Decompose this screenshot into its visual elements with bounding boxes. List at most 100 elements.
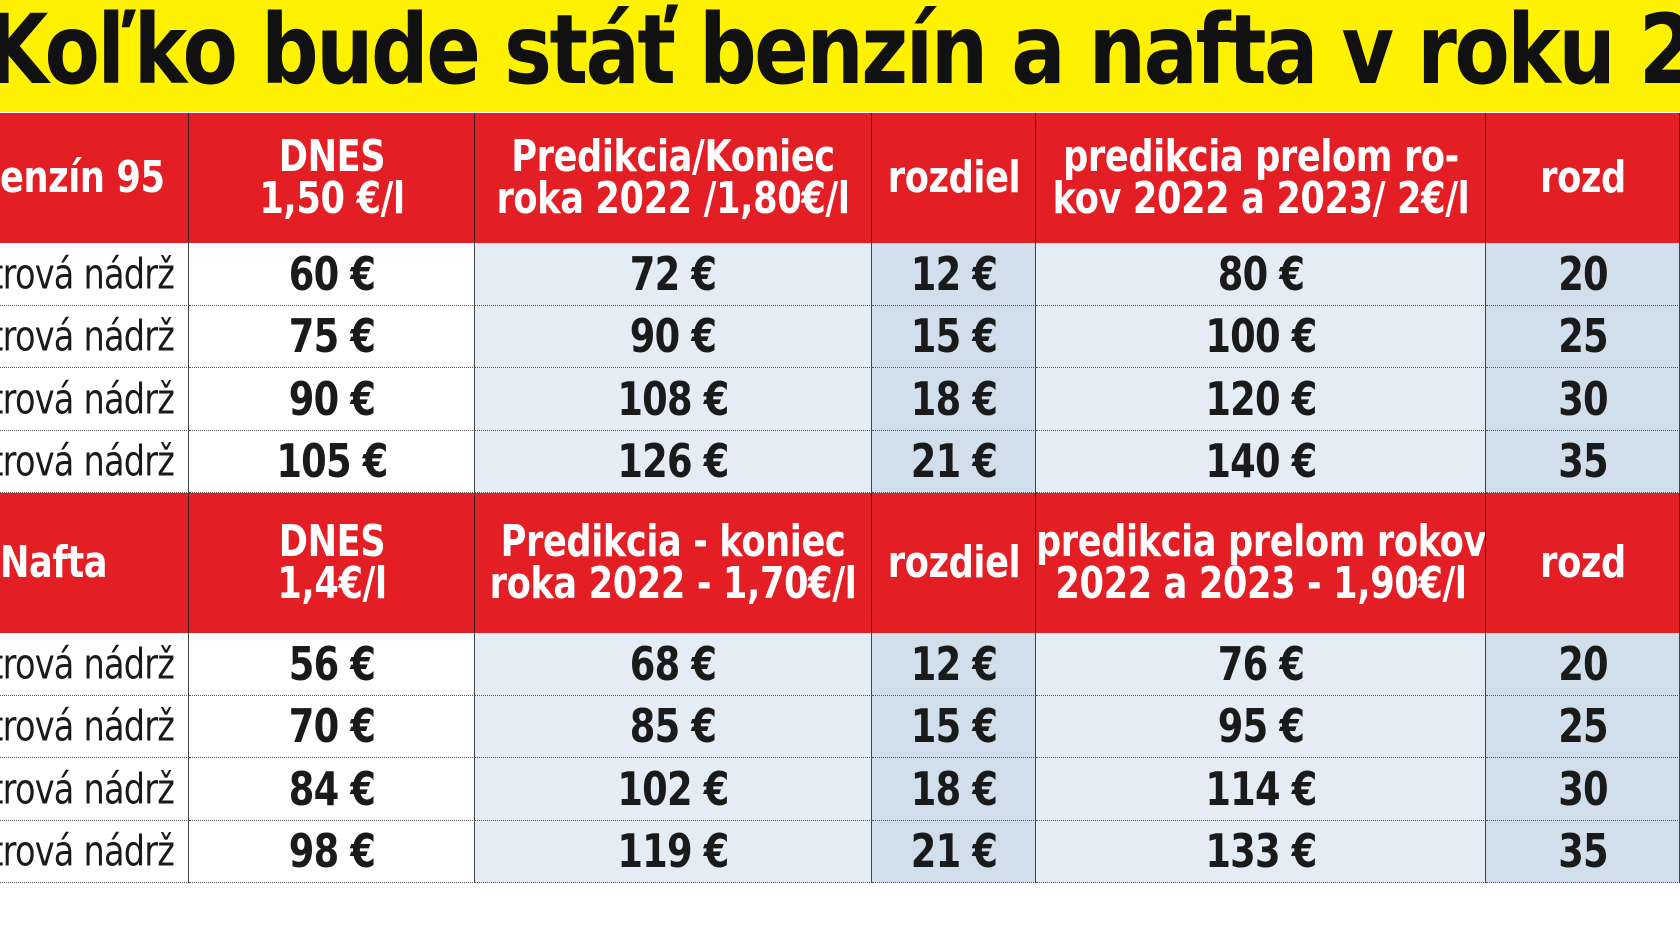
table-cell-nafta-rozdiel-2-text: 35 xyxy=(1557,824,1608,879)
table-cell-nafta-label: litrová nádrž xyxy=(0,695,189,758)
table-cell-benzin-predikcia-prelom: 120 € xyxy=(1036,368,1486,431)
table-cell-benzin-predikcia-prelom-text: 100 € xyxy=(1204,309,1317,364)
table-cell-benzin-rozdiel-2-text: 20 xyxy=(1557,246,1608,301)
table-cell-benzin-dnes-text: 105 € xyxy=(275,434,388,489)
table-cell-benzin-rozdiel-text: 12 € xyxy=(910,246,997,301)
table-cell-nafta-label-text: litrová nádrž xyxy=(0,764,175,814)
table-cell-nafta-label-text: litrová nádrž xyxy=(0,701,175,751)
header-nafta-predikcia: Predikcia - koniec roka 2022 - 1,70€/l xyxy=(475,493,872,633)
table-cell-benzin-predikcia-prelom: 100 € xyxy=(1036,305,1486,368)
table-cell-benzin-predikcia-prelom: 140 € xyxy=(1036,430,1486,493)
header-benzin-predikcia-text: Predikcia/Koniec roka 2022 /1,80€/l xyxy=(496,131,850,224)
table-cell-benzin-predikcia-text: 90 € xyxy=(629,309,717,364)
table-cell-benzin-predikcia: 72 € xyxy=(475,243,872,306)
table-cell-nafta-predikcia-prelom-text: 76 € xyxy=(1217,636,1304,691)
header-benzin-predikcia-prelom-text: predikcia prelom ro-kov 2022 a 2023/ 2€/… xyxy=(1052,131,1469,224)
header-nafta-label-text: Nafta xyxy=(0,537,108,588)
header-benzin-rozdiel-text: rozdiel xyxy=(887,152,1020,203)
table-cell-nafta-rozdiel-2: 25 xyxy=(1486,695,1680,758)
table-cell-nafta-rozdiel-2: 20 xyxy=(1486,633,1680,696)
table-cell-nafta-rozdiel-text: 15 € xyxy=(910,699,997,754)
table-cell-nafta-dnes: 84 € xyxy=(189,758,475,821)
table-cell-benzin-label-text: litrová nádrž xyxy=(0,311,175,361)
table-cell-nafta-rozdiel: 18 € xyxy=(872,758,1036,821)
table-cell-benzin-dnes: 60 € xyxy=(189,243,475,306)
table-cell-benzin-label-text: litrová nádrž xyxy=(0,436,175,486)
table-cell-nafta-label: litrová nádrž xyxy=(0,633,189,696)
header-nafta-predikcia-prelom-text: predikcia prelom rokov 2022 a 2023 - 1,90… xyxy=(1036,516,1486,609)
table-cell-nafta-dnes: 98 € xyxy=(189,820,475,883)
table-cell-benzin-predikcia-prelom-text: 140 € xyxy=(1204,434,1317,489)
table-cell-nafta-rozdiel: 12 € xyxy=(872,633,1036,696)
table-cell-benzin-rozdiel: 15 € xyxy=(872,305,1036,368)
table-cell-nafta-dnes-text: 84 € xyxy=(288,761,375,816)
table-cell-nafta-predikcia-prelom-text: 95 € xyxy=(1217,699,1304,754)
table-cell-benzin-rozdiel-text: 15 € xyxy=(910,309,997,364)
table-cell-benzin-label: litrová nádrž xyxy=(0,430,189,493)
table-cell-nafta-dnes-text: 98 € xyxy=(288,824,375,879)
header-nafta-rozdiel: rozdiel xyxy=(872,493,1036,633)
table-cell-nafta-label-text: litrová nádrž xyxy=(0,639,175,689)
table-cell-benzin-rozdiel-2-text: 25 xyxy=(1557,309,1608,364)
table-cell-nafta-rozdiel: 15 € xyxy=(872,695,1036,758)
table-cell-nafta-label-text: litrová nádrž xyxy=(0,826,175,876)
table-cell-nafta-rozdiel-2: 30 xyxy=(1486,758,1680,821)
table-cell-benzin-rozdiel: 12 € xyxy=(872,243,1036,306)
table-cell-benzin-rozdiel-text: 18 € xyxy=(910,371,997,426)
page-title: Koľko bude stáť benzín a nafta v roku 20… xyxy=(0,0,1680,106)
table-cell-benzin-rozdiel-2-text: 30 xyxy=(1557,371,1608,426)
table-cell-nafta-dnes: 56 € xyxy=(189,633,475,696)
table-cell-benzin-dnes: 75 € xyxy=(189,305,475,368)
table-cell-nafta-predikcia: 102 € xyxy=(475,758,872,821)
table-cell-nafta-rozdiel-2-text: 20 xyxy=(1557,636,1608,691)
header-nafta-predikcia-prelom: predikcia prelom rokov 2022 a 2023 - 1,90… xyxy=(1036,493,1486,633)
table-cell-nafta-predikcia-prelom: 95 € xyxy=(1036,695,1486,758)
header-nafta-rozdiel-2-text: rozd xyxy=(1539,537,1626,588)
header-nafta-dnes-text: DNES 1,4€/l xyxy=(276,516,387,609)
table-cell-benzin-rozdiel-2: 35 xyxy=(1486,430,1680,493)
header-benzin-label-text: enzín 95 xyxy=(0,152,165,203)
table-cell-benzin-rozdiel-2: 30 xyxy=(1486,368,1680,431)
table-cell-nafta-dnes: 70 € xyxy=(189,695,475,758)
table-cell-benzin-dnes: 105 € xyxy=(189,430,475,493)
table-cell-benzin-label-text: litrová nádrž xyxy=(0,374,175,424)
table-cell-benzin-dnes-text: 60 € xyxy=(288,246,375,301)
table-cell-benzin-rozdiel-2: 20 xyxy=(1486,243,1680,306)
table-cell-nafta-predikcia-text: 102 € xyxy=(617,761,729,816)
table-cell-benzin-rozdiel: 18 € xyxy=(872,368,1036,431)
table-cell-nafta-rozdiel-text: 18 € xyxy=(910,761,997,816)
header-benzin-label: enzín 95 xyxy=(0,113,189,243)
table-cell-nafta-rozdiel-2-text: 25 xyxy=(1557,699,1608,754)
header-benzin-predikcia-prelom: predikcia prelom ro-kov 2022 a 2023/ 2€/… xyxy=(1036,113,1486,243)
header-nafta-rozdiel-2: rozd xyxy=(1486,493,1680,633)
table-cell-benzin-label: litrová nádrž xyxy=(0,368,189,431)
table-cell-benzin-predikcia-prelom-text: 80 € xyxy=(1217,246,1304,301)
table-cell-nafta-dnes-text: 56 € xyxy=(288,636,375,691)
table-cell-benzin-rozdiel: 21 € xyxy=(872,430,1036,493)
header-nafta-predikcia-text: Predikcia - koniec roka 2022 - 1,70€/l xyxy=(489,516,857,609)
header-benzin-dnes-text: DNES 1,50 €/l xyxy=(258,131,405,224)
table-cell-benzin-predikcia-text: 126 € xyxy=(617,434,729,489)
header-benzin-dnes: DNES 1,50 €/l xyxy=(189,113,475,243)
header-nafta-dnes: DNES 1,4€/l xyxy=(189,493,475,633)
table-cell-nafta-predikcia-text: 85 € xyxy=(629,699,717,754)
header-benzin-rozdiel-2: rozd xyxy=(1486,113,1680,243)
table-cell-nafta-rozdiel-2: 35 xyxy=(1486,820,1680,883)
table-cell-benzin-label: litrová nádrž xyxy=(0,305,189,368)
table-cell-benzin-predikcia: 108 € xyxy=(475,368,872,431)
table-cell-benzin-rozdiel-2-text: 35 xyxy=(1557,434,1608,489)
header-benzin-predikcia: Predikcia/Koniec roka 2022 /1,80€/l xyxy=(475,113,872,243)
table-cell-nafta-predikcia-prelom: 114 € xyxy=(1036,758,1486,821)
table-cell-benzin-predikcia: 126 € xyxy=(475,430,872,493)
header-nafta-label: Nafta xyxy=(0,493,189,633)
table-cell-benzin-predikcia-text: 72 € xyxy=(629,246,717,301)
table-cell-benzin-predikcia-prelom: 80 € xyxy=(1036,243,1486,306)
table-cell-benzin-dnes-text: 90 € xyxy=(288,371,375,426)
table-cell-nafta-rozdiel-2-text: 30 xyxy=(1557,761,1608,816)
table-cell-benzin-dnes-text: 75 € xyxy=(288,309,375,364)
table-cell-nafta-rozdiel-text: 21 € xyxy=(910,824,997,879)
table-cell-benzin-rozdiel-2: 25 xyxy=(1486,305,1680,368)
table-cell-benzin-predikcia: 90 € xyxy=(475,305,872,368)
table-cell-benzin-predikcia-text: 108 € xyxy=(617,371,729,426)
header-benzin-rozdiel: rozdiel xyxy=(872,113,1036,243)
